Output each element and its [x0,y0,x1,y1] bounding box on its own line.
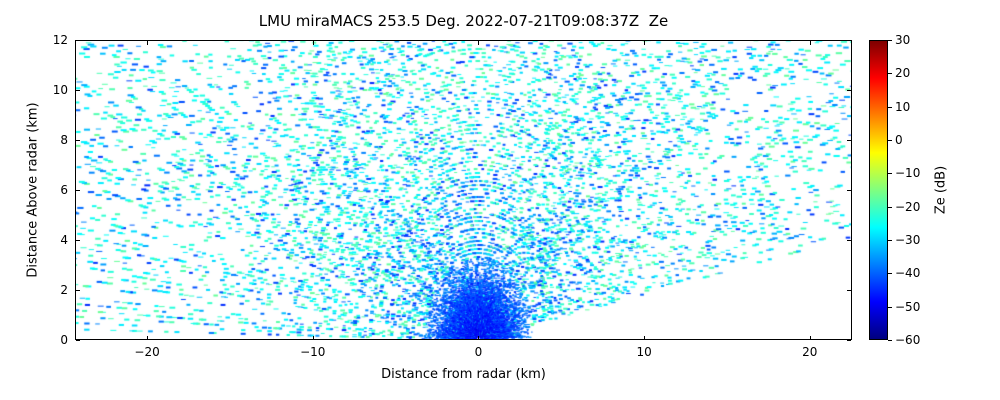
colorbar-tick-mark [888,206,892,208]
plot-area [75,40,852,340]
colorbar-tick-label: −40 [895,266,921,281]
y-tick-label: 6 [60,183,68,197]
y-tick-label: 12 [52,33,68,47]
y-tick-mark [76,290,80,291]
colorbar-tick-label: 0 [895,133,903,147]
y-tick-mark-right [847,90,851,91]
y-tick-mark [76,40,80,41]
colorbar-tick-label: 20 [895,66,911,81]
x-axis-label: Distance from radar (km) [381,367,546,382]
colorbar-tick-mark [888,273,892,275]
x-tick-mark [644,336,646,340]
y-tick-label: 10 [52,83,68,97]
x-tick-label: 20 [802,345,818,359]
colorbar-tick-mark [888,40,892,41]
x-tick-mark [809,336,811,340]
y-tick-mark [76,240,80,241]
colorbar-tick-mark [888,240,892,241]
x-tick-mark [478,336,480,340]
x-tick-mark-top [147,41,149,45]
x-tick-label: 0 [474,345,483,359]
rhi-speckle-canvas [75,40,852,340]
colorbar-tick-label: −20 [895,199,921,214]
y-tick-mark-right [847,340,851,341]
y-tick-mark-right [847,290,851,291]
y-tick-mark-right [847,190,851,191]
colorbar-label: Ze (dB) [933,165,949,215]
x-tick-mark-top [478,41,480,45]
y-tick-mark-right [847,40,851,41]
x-tick-label: −10 [300,345,326,359]
colorbar-tick-label: −60 [895,333,921,347]
y-tick-mark-right [847,140,851,141]
y-tick-label: 0 [60,333,68,347]
x-tick-label: −20 [134,345,160,359]
y-tick-label: 2 [60,283,68,297]
colorbar-tick-mark [888,306,892,308]
x-tick-label: 10 [636,345,652,359]
colorbar-tick-label: 10 [895,99,911,114]
x-tick-mark-top [312,41,314,45]
y-tick-mark-right [847,240,851,241]
y-tick-mark [76,340,80,341]
colorbar-tick-mark [888,73,892,75]
colorbar [869,40,888,340]
colorbar-tick-label: −30 [895,233,921,247]
colorbar-tick-mark [888,173,892,175]
y-tick-label: 8 [60,133,68,147]
x-tick-mark [312,336,314,340]
colorbar-tick-label: −10 [895,166,921,181]
colorbar-tick-mark [888,340,892,341]
colorbar-tick-mark [888,140,892,141]
x-tick-mark-top [809,41,811,45]
colorbar-tick-label: −50 [895,299,921,314]
y-tick-mark [76,190,80,191]
x-tick-mark [147,336,149,340]
x-tick-mark-top [644,41,646,45]
colorbar-tick-mark [888,106,892,108]
chart-title: LMU miraMACS 253.5 Deg. 2022-07-21T09:08… [258,12,669,30]
y-tick-mark [76,140,80,141]
y-tick-mark [76,90,80,91]
colorbar-tick-label: 30 [895,33,911,47]
y-tick-label: 4 [60,233,68,247]
